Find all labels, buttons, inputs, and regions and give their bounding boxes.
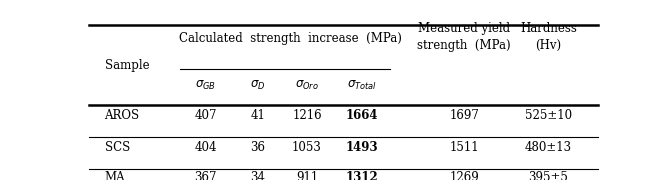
Text: 1269: 1269 <box>449 171 479 180</box>
Text: 1697: 1697 <box>449 109 479 122</box>
Text: $\sigma_{GB}$: $\sigma_{GB}$ <box>195 79 216 92</box>
Text: AROS: AROS <box>105 109 139 122</box>
Text: Hardness
(Hv): Hardness (Hv) <box>520 22 577 52</box>
Text: 1216: 1216 <box>292 109 322 122</box>
Text: $\sigma_{Oro}$: $\sigma_{Oro}$ <box>295 79 319 92</box>
Text: 1493: 1493 <box>345 141 378 154</box>
Text: 525±10: 525±10 <box>525 109 572 122</box>
Text: 41: 41 <box>251 109 265 122</box>
Text: $\sigma_{Total}$: $\sigma_{Total}$ <box>346 79 377 92</box>
Text: 1664: 1664 <box>345 109 378 122</box>
Text: 367: 367 <box>194 171 217 180</box>
Text: 36: 36 <box>250 141 265 154</box>
Text: Sample: Sample <box>105 59 149 73</box>
Text: 1312: 1312 <box>345 171 378 180</box>
Text: 404: 404 <box>194 141 217 154</box>
Text: Measured yield
strength  (MPa): Measured yield strength (MPa) <box>417 22 511 52</box>
Text: 407: 407 <box>194 109 217 122</box>
Text: 1511: 1511 <box>450 141 479 154</box>
Text: $\sigma_{D}$: $\sigma_{D}$ <box>250 79 265 92</box>
Text: 1053: 1053 <box>292 141 322 154</box>
Text: SCS: SCS <box>105 141 130 154</box>
Text: 34: 34 <box>250 171 265 180</box>
Text: 395±5: 395±5 <box>529 171 568 180</box>
Text: Calculated  strength  increase  (MPa): Calculated strength increase (MPa) <box>179 32 401 45</box>
Text: 911: 911 <box>296 171 318 180</box>
Text: MA: MA <box>105 171 125 180</box>
Text: 480±13: 480±13 <box>525 141 572 154</box>
